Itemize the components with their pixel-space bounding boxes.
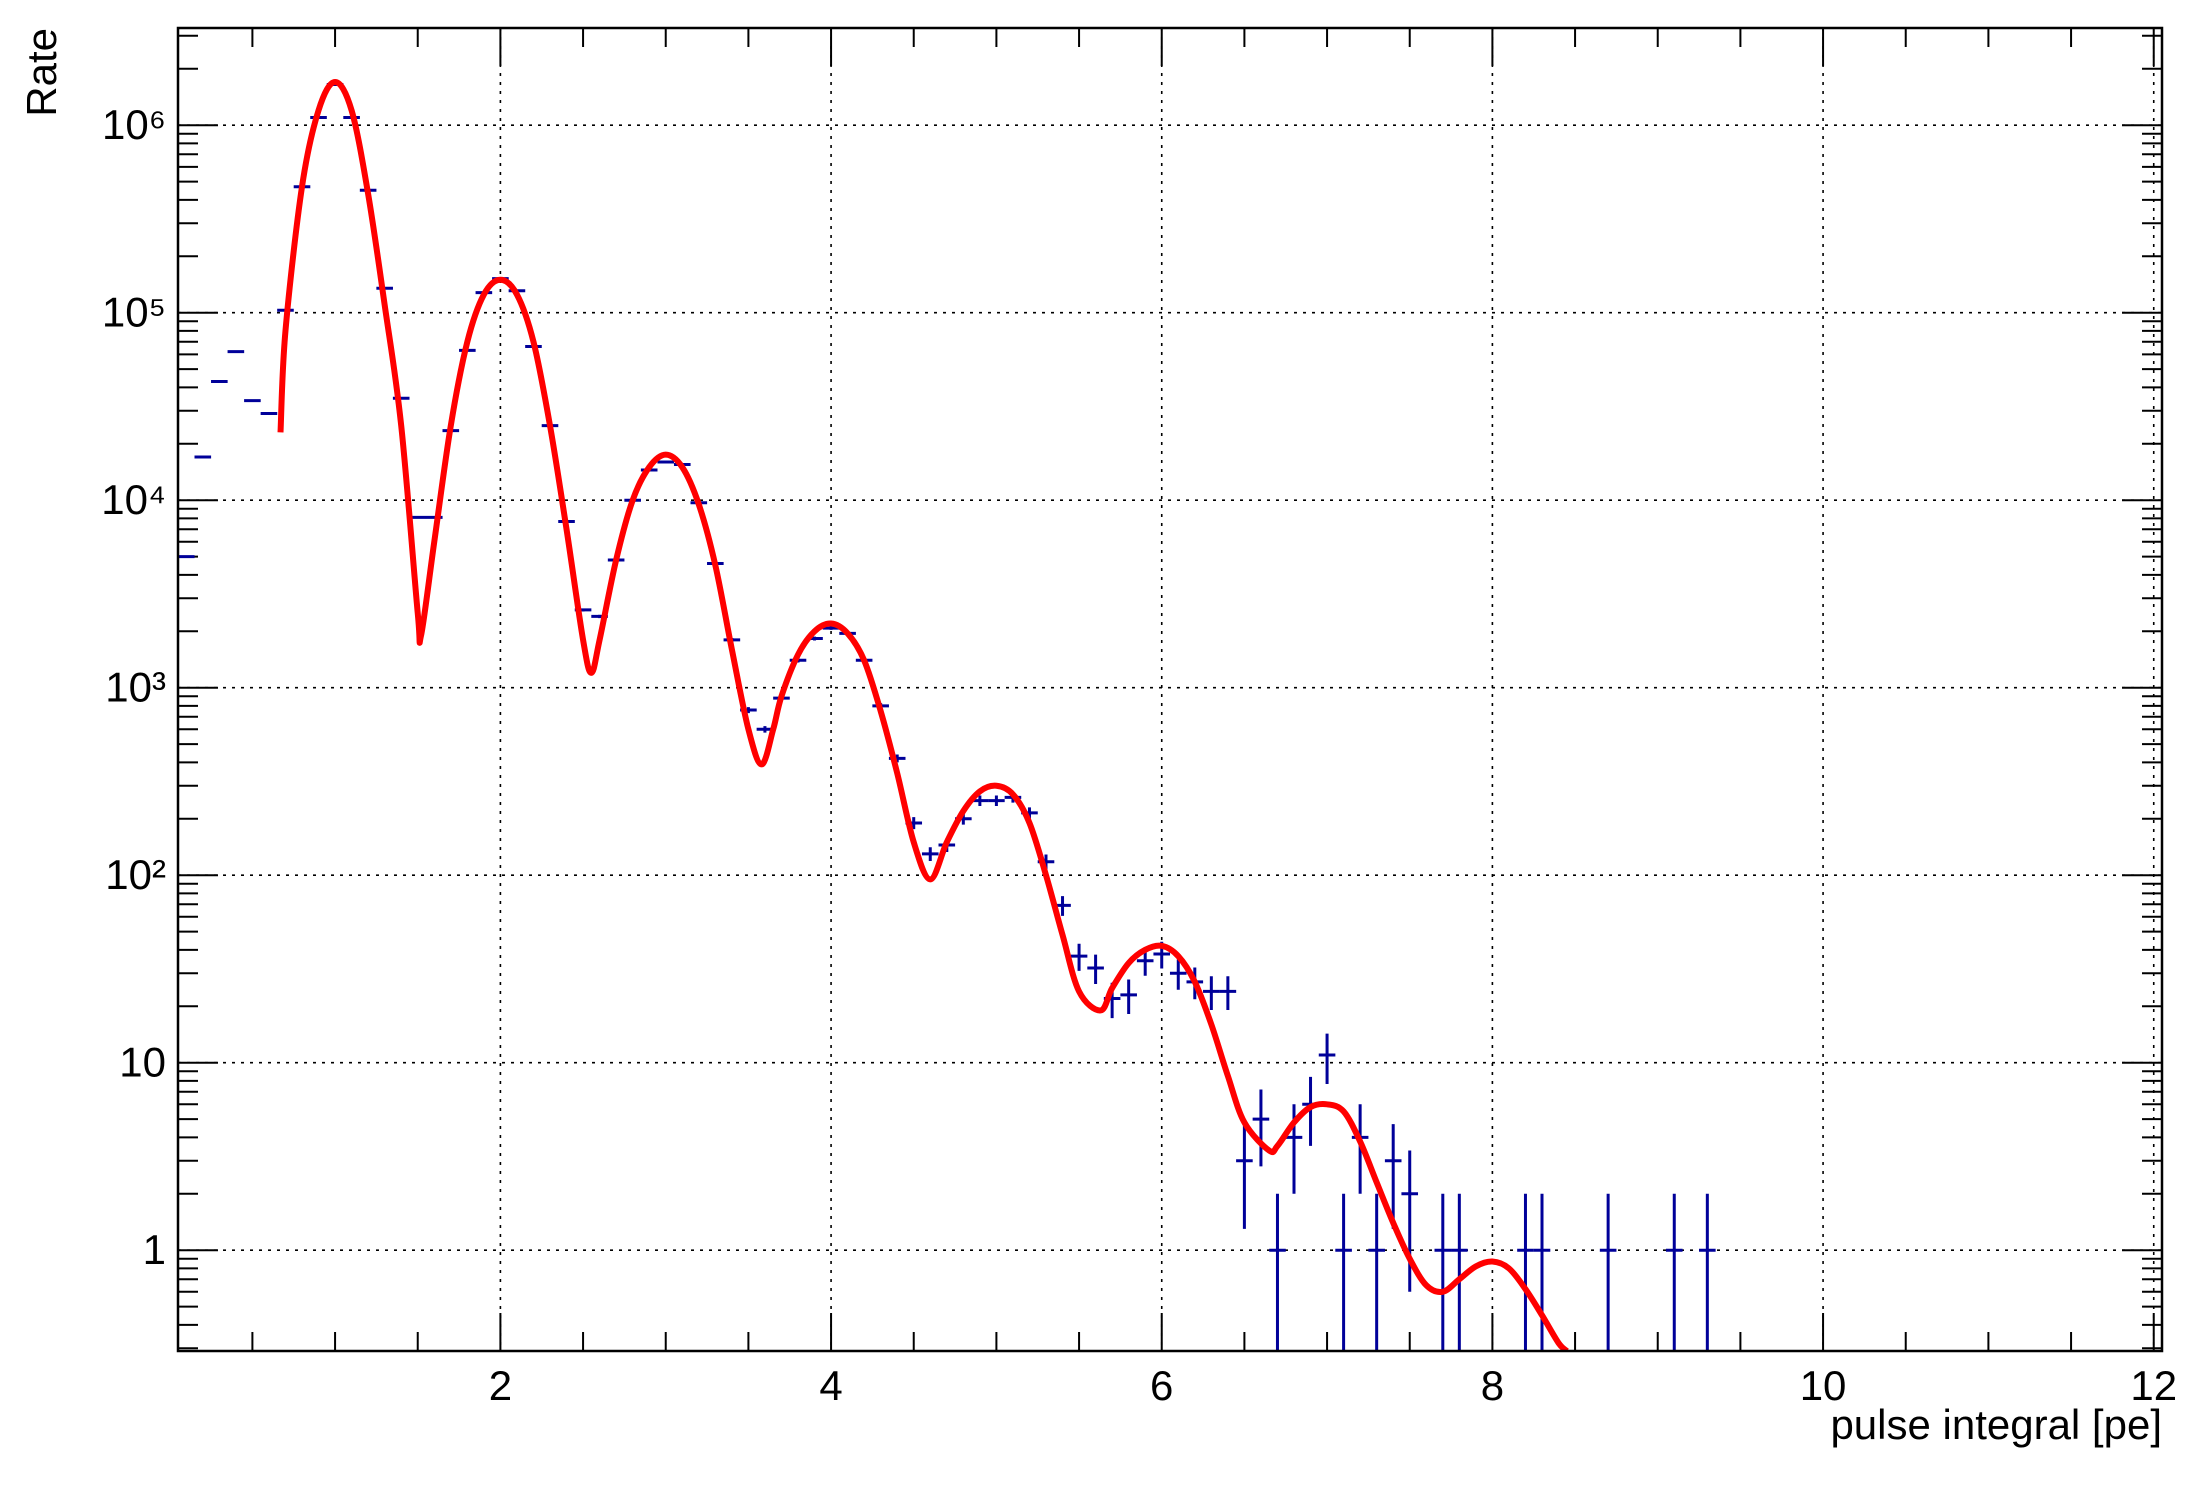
data-point xyxy=(1236,1124,1253,1229)
plot-layer: 2 4 6 8 10 12 1 10 10² 10³ 10⁴ 10⁵ 10⁶ xyxy=(101,28,2177,1409)
x-tick-label: 8 xyxy=(1481,1362,1504,1409)
data-point xyxy=(1203,976,1220,1011)
data-point xyxy=(1434,1193,1452,1351)
data-point xyxy=(1335,1193,1352,1351)
y-tick-label: 10⁶ xyxy=(102,101,166,148)
x-tick-label: 4 xyxy=(819,1362,842,1409)
data-point xyxy=(260,412,278,416)
data-point xyxy=(1401,1150,1419,1292)
data-point xyxy=(244,399,261,403)
y-tick-label: 10 xyxy=(119,1039,166,1086)
data-point xyxy=(988,795,1005,806)
data-point xyxy=(1699,1193,1716,1351)
data-point xyxy=(1451,1193,1468,1351)
data-point xyxy=(1252,1089,1270,1167)
data-point xyxy=(1169,959,1187,990)
data-point xyxy=(227,350,245,354)
x-tick-label: 2 xyxy=(489,1362,512,1409)
data-point xyxy=(1269,1193,1286,1351)
data-point xyxy=(178,555,195,559)
y-tick-label: 10³ xyxy=(105,664,166,711)
data-point xyxy=(657,460,675,464)
data-point xyxy=(211,379,228,383)
fit-curve xyxy=(277,79,1569,1351)
x-axis-label: pulse integral [pe] xyxy=(1830,1401,2162,1448)
data-point xyxy=(1368,1193,1385,1351)
x-tick-label: 12 xyxy=(2130,1362,2177,1409)
data-point xyxy=(921,847,939,862)
plot-area xyxy=(178,79,1716,1351)
data-point xyxy=(1070,943,1088,971)
y-tick-label: 10⁵ xyxy=(102,289,166,336)
data-point xyxy=(1384,1124,1402,1229)
data-point xyxy=(1533,1193,1551,1351)
x-tick-label: 6 xyxy=(1150,1362,1173,1409)
data-point xyxy=(1219,976,1237,1011)
data-point xyxy=(1120,979,1137,1014)
y-tick-label: 10⁴ xyxy=(101,476,166,523)
data-point xyxy=(1665,1193,1683,1351)
data-point xyxy=(1517,1193,1534,1351)
data-point xyxy=(1087,954,1104,984)
data-point xyxy=(1318,1033,1336,1084)
y-tick-label: 1 xyxy=(143,1226,166,1273)
y-axis-label: Rate xyxy=(18,28,65,117)
frame xyxy=(176,26,2164,1353)
data-point xyxy=(194,455,212,459)
x-tick-label: 10 xyxy=(1800,1362,1847,1409)
data-point xyxy=(1599,1193,1617,1351)
y-tick-label: 10² xyxy=(105,851,166,898)
